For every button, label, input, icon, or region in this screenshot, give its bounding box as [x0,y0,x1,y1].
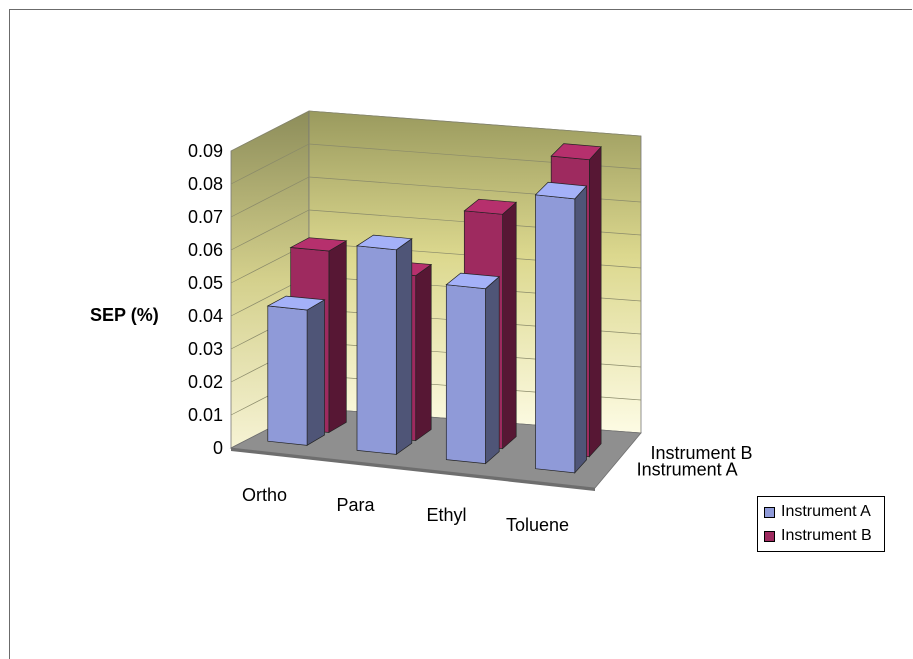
gridline [230,176,642,218]
legend-label-instrument-b: Instrument B [781,527,872,544]
legend-swatch-instrument-b [764,530,775,542]
bars [266,143,602,474]
bar-top [463,198,518,215]
y-axis-tick-labels: 0 0.01 0.02 0.03 0.04 0.05 0.06 0.07 0.08 0.09 [188,141,223,458]
y-tick-label: 0.09 [188,141,223,161]
bar-instrument-a-ethyl [445,272,501,465]
y-tick-label: 0 [213,438,223,458]
x-tick-label: Ethyl [426,505,466,525]
bar-front [267,305,308,446]
bar-top [534,181,588,200]
bar-side [485,275,500,465]
gridline [230,209,642,251]
y-axis-label: SEP (%) [90,305,159,325]
bar-instrument-a-para [355,234,413,456]
bar-side [502,201,517,450]
legend-swatch-instrument-a [764,506,775,518]
bar-side [306,299,325,446]
bar-top [355,234,413,251]
bar-instrument-a-toluene [534,181,588,474]
y-tick-label: 0.01 [188,405,223,425]
y-tick-label: 0.08 [188,174,223,194]
depth-tick-label: Instrument B [650,443,752,463]
bar-front [445,284,486,464]
bar-side [574,185,587,474]
legend-item-instrument-a: Instrument A [764,503,871,521]
bar-front [356,245,397,455]
legend-item-instrument-b: Instrument B [764,527,872,545]
y-tick-label: 0.05 [188,273,223,293]
x-tick-label: Toluene [506,515,569,535]
bar-top [289,237,348,252]
y-tick-label: 0.06 [188,240,223,260]
x-tick-label: Ortho [242,485,287,505]
bar-side [415,263,432,442]
bar-front [535,194,576,474]
legend-label-instrument-a: Instrument A [781,503,871,520]
chart-frame [9,9,912,659]
bar-side [589,145,602,458]
floor-edge [231,448,595,491]
bar-instrument-a-ortho [266,295,326,446]
legend: Instrument A Instrument B [757,496,885,552]
gridline [230,110,642,152]
bar-top [266,295,326,311]
bar-side [395,238,413,456]
y-tick-label: 0.03 [188,339,223,359]
x-tick-label: Para [336,495,375,515]
x-axis-tick-labels: Ortho Para Ethyl Toluene [242,485,569,535]
bar-side [328,240,347,434]
y-tick-label: 0.04 [188,306,223,326]
gridline [230,143,642,185]
bar-top [445,272,501,290]
y-tick-label: 0.02 [188,372,223,392]
y-tick-label: 0.07 [188,207,223,227]
bar-top [550,143,602,161]
depth-tick-label: Instrument A [637,459,738,479]
